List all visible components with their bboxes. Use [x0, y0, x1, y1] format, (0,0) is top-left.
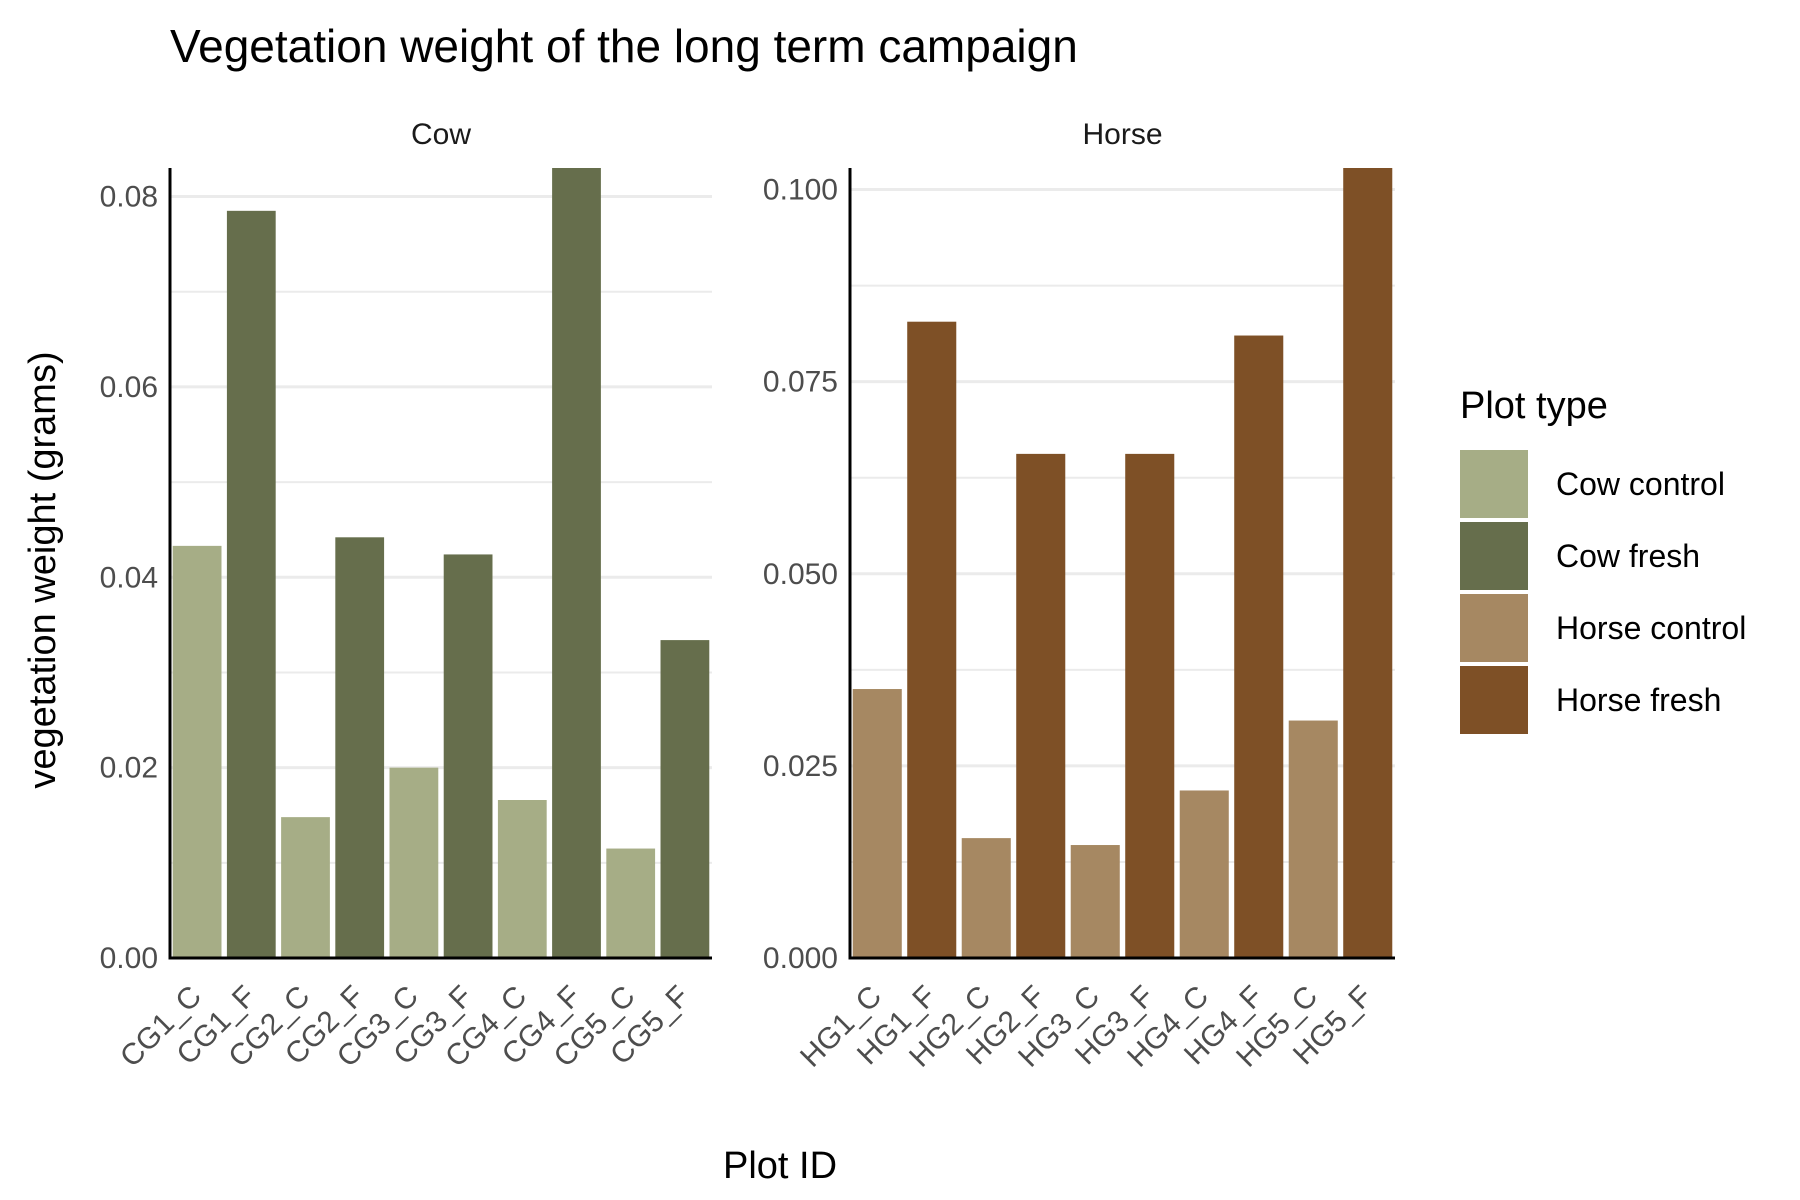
bar-cg5_c: [606, 848, 656, 958]
y-tick-label: 0.08: [100, 181, 158, 214]
legend-key-horse-fresh: [1460, 666, 1528, 734]
bar-hg4_c: [1179, 790, 1229, 958]
legend: Plot type Cow control Cow fresh Horse cont…: [1460, 385, 1746, 734]
facet-label: Horse: [1082, 118, 1162, 151]
bar-cg1_c: [172, 545, 222, 958]
legend-label: Cow fresh: [1556, 538, 1700, 574]
bar-cg3_c: [389, 767, 439, 958]
bar-cg4_f: [552, 168, 601, 958]
bar-cg1_f: [226, 210, 276, 959]
y-tick-label: 0.050: [763, 558, 838, 591]
bar-hg3_f: [1125, 453, 1175, 958]
bar-cg5_f: [660, 640, 710, 958]
bar-hg4_f: [1234, 335, 1284, 958]
bar-cg2_f: [335, 537, 385, 958]
bar-hg3_c: [1070, 845, 1120, 958]
y-tick-label: 0.000: [763, 942, 838, 975]
bar-hg1_c: [852, 689, 902, 958]
legend-key-cow-control: [1460, 450, 1528, 518]
legend-key-horse-control: [1460, 594, 1528, 662]
y-tick-label: 0.025: [763, 750, 838, 783]
legend-key-cow-fresh: [1460, 522, 1528, 590]
bar-hg5_c: [1288, 720, 1338, 958]
facet-label: Cow: [411, 118, 471, 151]
y-tick-label: 0.02: [100, 752, 158, 785]
legend-label: Horse fresh: [1556, 682, 1721, 718]
legend-title: Plot type: [1460, 385, 1608, 427]
y-tick-label: 0.00: [100, 942, 158, 975]
y-axis-title: vegetation weight (grams): [22, 351, 64, 788]
y-tick-label: 0.04: [100, 561, 158, 594]
bar-cg2_c: [281, 817, 330, 958]
bar-hg1_f: [907, 321, 957, 958]
chart-title: Vegetation weight of the long term campa…: [170, 20, 1078, 72]
y-tick-label: 0.075: [763, 366, 838, 399]
legend-label: Cow control: [1556, 466, 1725, 502]
y-tick-label: 0.100: [763, 174, 838, 207]
bar-hg5_f: [1343, 168, 1393, 958]
bar-hg2_c: [961, 838, 1011, 958]
x-axis-title: Plot ID: [723, 1145, 837, 1187]
bar-cg3_f: [443, 554, 493, 958]
legend-label: Horse control: [1556, 610, 1746, 646]
panel-horse: Horse0.0000.0250.0500.0750.100HG1_CHG1_F…: [763, 118, 1395, 1074]
bar-cg4_c: [497, 800, 547, 958]
bar-hg2_f: [1016, 453, 1066, 958]
panel-cow: Cow0.000.020.040.060.08CG1_CCG1_FCG2_CCG…: [100, 118, 712, 1074]
y-tick-label: 0.06: [100, 371, 158, 404]
